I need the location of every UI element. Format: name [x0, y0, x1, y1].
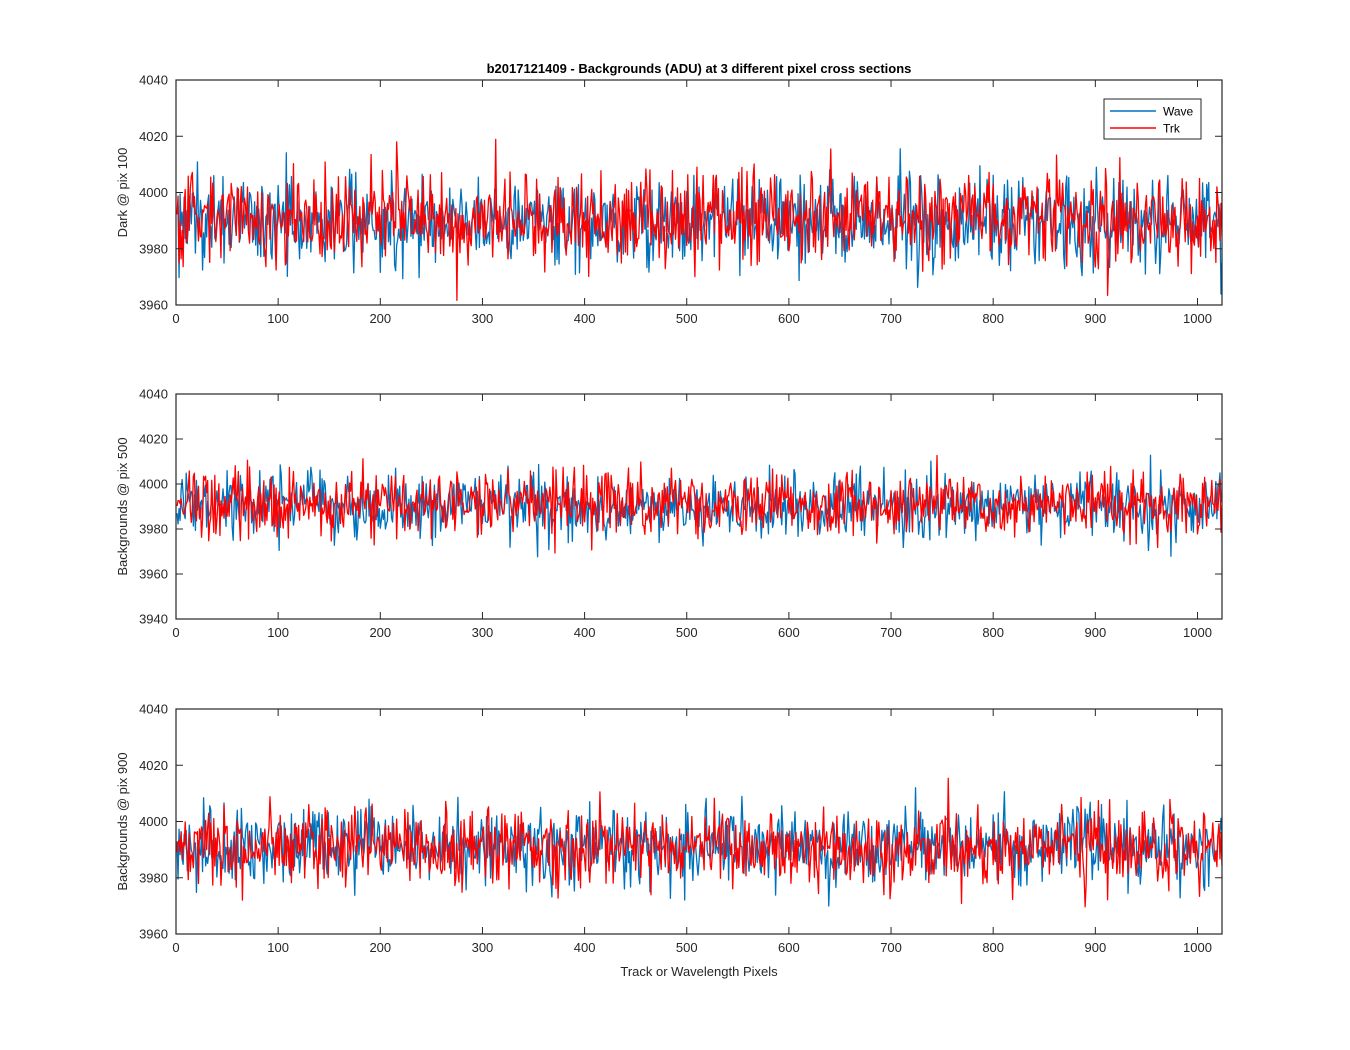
- x-tick-label: 0: [172, 311, 179, 326]
- x-tick-label: 800: [982, 940, 1004, 955]
- x-tick-label: 200: [369, 940, 391, 955]
- series-group: [176, 454, 1222, 558]
- series-line-trk: [176, 138, 1222, 302]
- series-line-wave: [176, 148, 1222, 295]
- legend-label-wave: Wave: [1163, 105, 1194, 119]
- axes-box: [175, 393, 1223, 620]
- x-tick-label: 1000: [1183, 625, 1212, 640]
- y-tick-label: 4040: [139, 387, 168, 402]
- y-tick-label: 4040: [139, 73, 168, 88]
- x-tick-label: 300: [472, 940, 494, 955]
- legend: Wave Trk: [1103, 98, 1202, 140]
- y-tick-label: 3980: [139, 241, 168, 256]
- x-tick-label: 600: [778, 940, 800, 955]
- x-tick-label: 500: [676, 311, 698, 326]
- x-tick-label: 900: [1084, 940, 1106, 955]
- x-tick-label: 500: [676, 625, 698, 640]
- x-tick-label: 500: [676, 940, 698, 955]
- x-tick-label: 800: [982, 311, 1004, 326]
- x-tick-label: 700: [880, 625, 902, 640]
- x-tick-label: 600: [778, 625, 800, 640]
- y-axis-label: Backgrounds @ pix 900: [115, 752, 130, 890]
- x-axis-label: Track or Wavelength Pixels: [620, 964, 778, 979]
- x-tick-label: 800: [982, 625, 1004, 640]
- y-tick-label: 4040: [139, 702, 168, 717]
- x-tick-label: 300: [472, 625, 494, 640]
- y-tick-label: 4020: [139, 432, 168, 447]
- x-tick-label: 400: [574, 311, 596, 326]
- subplot-3: 0 100 200 300 400 500 600 700 800 900 1000 3960 3980…: [115, 702, 1223, 955]
- x-tick-label: 900: [1084, 625, 1106, 640]
- x-tick-label: 700: [880, 311, 902, 326]
- x-tick-label: 100: [267, 940, 289, 955]
- x-tick-label: 0: [172, 940, 179, 955]
- y-tick-label: 3960: [139, 927, 168, 942]
- y-tick-label: 3940: [139, 612, 168, 627]
- series-line-trk: [176, 777, 1222, 908]
- y-tick-label: 4020: [139, 129, 168, 144]
- y-tick-label: 4000: [139, 185, 168, 200]
- x-tick-label: 600: [778, 311, 800, 326]
- y-tick-label: 3960: [139, 567, 168, 582]
- legend-label-trk: Trk: [1163, 122, 1181, 136]
- x-tick-label: 100: [267, 625, 289, 640]
- y-axis-label: Backgrounds @ pix 500: [115, 437, 130, 575]
- legend-box: [1103, 98, 1202, 140]
- x-tick-label: 400: [574, 625, 596, 640]
- x-tick-label: 1000: [1183, 311, 1212, 326]
- x-tick-label: 700: [880, 940, 902, 955]
- x-tick-label: 100: [267, 311, 289, 326]
- y-axis-label: Dark @ pix 100: [115, 148, 130, 238]
- x-tick-label: 200: [369, 311, 391, 326]
- y-tick-label: 3960: [139, 298, 168, 313]
- subplot-1: 0 100 200 300 400 500 600 700 800 900 1000 3960 3980…: [115, 73, 1223, 326]
- y-tick-label: 4020: [139, 758, 168, 773]
- subplot-2: 0 100 200 300 400 500 600 700 800 900 1000 3940 3960…: [115, 387, 1223, 640]
- x-tick-label: 0: [172, 625, 179, 640]
- x-tick-label: 900: [1084, 311, 1106, 326]
- x-tick-label: 200: [369, 625, 391, 640]
- chart-title: b2017121409 - Backgrounds (ADU) at 3 dif…: [487, 61, 912, 76]
- y-tick-label: 4000: [139, 814, 168, 829]
- y-tick-label: 3980: [139, 870, 168, 885]
- subplots: 0 100 200 300 400 500 600 700 800 900 100039603980…: [115, 73, 1223, 955]
- series-line-trk: [176, 454, 1222, 554]
- x-tick-label: 300: [472, 311, 494, 326]
- series-group: [176, 777, 1222, 908]
- y-tick-label: 4000: [139, 477, 168, 492]
- x-tick-label: 400: [574, 940, 596, 955]
- y-tick-label: 3980: [139, 522, 168, 537]
- plot-area: [176, 709, 1222, 934]
- series-group: [176, 138, 1222, 302]
- x-tick-label: 1000: [1183, 940, 1212, 955]
